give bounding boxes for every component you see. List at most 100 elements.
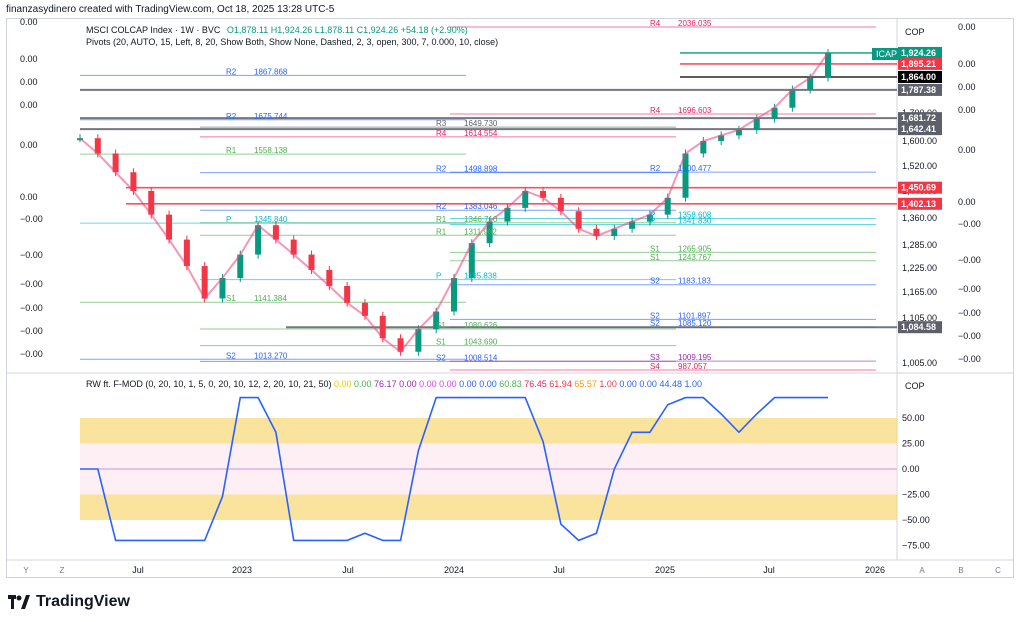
price-tick-label: 1,105.00 [902,313,937,323]
symbol-title[interactable]: MSCI COLCAP Index · 1W · BVC [86,25,221,35]
oscillator-title[interactable]: RW ft. F-MOD (0, 20, 10, 1, 5, 0, 20, 10… [86,379,332,389]
price-tick-label: 1,005.00 [902,358,937,368]
pivot-value-label: 1500.477 [678,164,712,173]
price-tick-label: 1,600.00 [902,136,937,146]
pivot-type-label: S4 [650,362,660,371]
pivot-value-label: 1558.138 [254,146,288,155]
price-label-bg [898,112,942,125]
price-label-bg [898,46,942,59]
axis-button-y[interactable]: Y [23,566,29,575]
price-label-bg [898,181,942,194]
price-label: 1,924.26 [901,48,936,58]
pivot-value-label: 1345.840 [254,215,288,224]
main-pane-title: MSCI COLCAP Index · 1W · BVC O1,878.11 H… [86,25,468,35]
candle-body [344,286,351,303]
left-side-value: −0.00 [20,303,43,313]
oscillator-value: 0.00 [416,379,437,389]
candle-body [130,172,137,191]
pivot-type-label: R4 [650,106,661,115]
oscillator-title-row: RW ft. F-MOD (0, 20, 10, 1, 5, 0, 20, 10… [86,379,702,389]
candle-body [700,141,707,154]
candle-body [451,278,457,312]
time-tick: Jul [553,565,565,575]
oscillator-value: 0.00 [636,379,657,389]
left-side-value: 0.00 [20,192,38,202]
candle-body [486,221,493,244]
axis-button-c[interactable]: C [995,566,1001,575]
oscillator-value: 0.00 [351,379,372,389]
candle-body [504,207,511,222]
candle-body [415,329,422,352]
pivot-type-label: S2 [650,311,660,320]
pivot-value-label: 1265.905 [678,244,712,253]
left-side-value: −0.00 [20,279,43,289]
pivot-type-label: S1 [650,244,660,253]
pivot-type-label: R2 [436,165,447,174]
axis-button-b[interactable]: B [958,566,963,575]
candle-body [593,228,600,236]
right-side-value: −0.00 [958,255,981,265]
candle-body [629,221,636,229]
right-side-value: −0.00 [958,354,981,364]
price-label: 1,084.58 [901,322,936,332]
price-label: 1,450.69 [901,183,936,193]
price-label-bg [898,123,942,136]
pivot-value-label: 1009.195 [678,353,712,362]
pivot-type-label: S2 [650,277,660,286]
main-currency-label: COP [905,27,925,37]
created-by-header: finanzasydinero created with TradingView… [6,4,335,15]
left-side-value: −0.00 [20,349,43,359]
pivot-labels: R4 2036.035 R2 1867.868 R2 1675.744 R4 1696.603… [226,19,712,371]
price-label-bg [898,321,942,334]
pivot-type-label: R2 [226,112,237,121]
price-label: 1,895.21 [901,59,936,69]
oscillator-value: 0.00 [616,379,637,389]
right-side-value: 0.00 [958,105,976,115]
pivots-indicator-title[interactable]: Pivots (20, AUTO, 15, Left, 8, 20, Show … [86,37,499,47]
oscillator-value: 76.45 [521,379,547,389]
pivot-type-label: R1 [436,215,447,224]
candle-body [94,138,101,154]
right-side-value: −0.00 [958,331,981,341]
ohlc-values: O1,878.11 H1,924.26 L1,878.11 C1,924.26 … [226,25,468,35]
price-label-bg [898,83,942,96]
candle-body [468,243,475,278]
pivot-type-label: S2 [436,353,446,362]
time-tick: 2025 [655,565,675,575]
candle-body [540,191,547,198]
time-tick: Jul [342,565,354,575]
pivot-value-label: 1867.868 [254,67,288,76]
price-tick-label: 1,520.00 [902,161,937,171]
pivot-value-label: 1141.384 [254,294,287,303]
left-side-value: 0.00 [20,17,38,27]
price-tick-label: 1,225.00 [902,263,937,273]
left-side-value: −0.00 [20,326,43,336]
oscillator-pane: 50.00 25.00 0.00 −25.00 −50.00 −75.00 [80,396,930,551]
right-side-value: 0.00 [958,197,976,207]
oscillator-value: 0.00 [333,379,352,389]
candle-body [272,225,279,240]
right-side-value: 0.00 [958,59,976,69]
pivot-type-label: S2 [226,351,236,360]
left-side-value: −0.00 [20,250,43,260]
oscillator-value: 0.00 [456,379,477,389]
pivot-value-label: 1080.626 [464,321,498,330]
symbol-tag: ICAP [872,48,902,60]
axis-button-a[interactable]: A [919,566,925,575]
pivot-lines [80,26,897,371]
oscillator-value: 1.00 [681,379,703,389]
tradingview-logo: TradingView [8,592,130,612]
axis-button-z[interactable]: Z [60,566,65,575]
candle-body [807,77,814,90]
candle-body [433,311,440,330]
time-tick: 2023 [232,565,252,575]
pivot-value-label: 1008.514 [464,353,498,362]
oscillator-tick: −75.00 [902,541,930,551]
oscillator-value: 65.57 [571,379,597,389]
pivot-value-label: 1243.767 [678,253,712,262]
pivot-type-label: R2 [650,164,661,173]
pivot-value-label: 1043.690 [464,338,498,347]
candle-body [308,254,315,270]
zigzag-line [79,52,829,354]
